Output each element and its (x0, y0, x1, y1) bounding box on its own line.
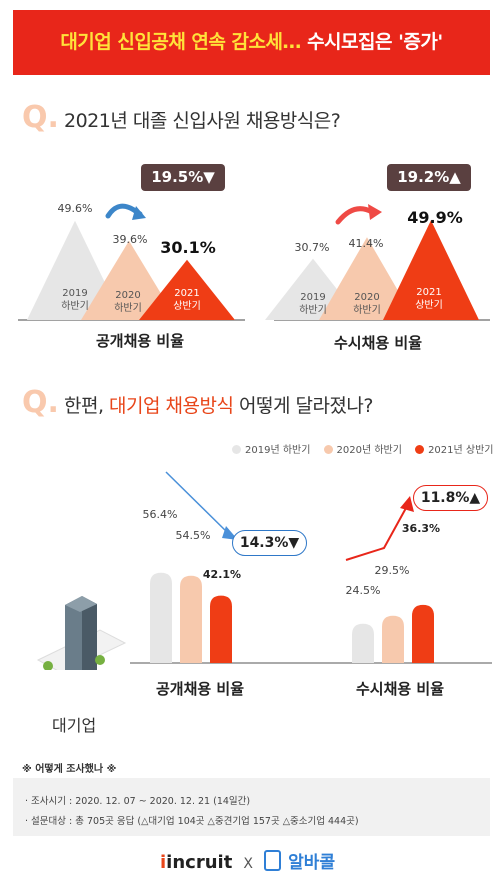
bar-1-1 (382, 615, 404, 663)
left-cat-2021: 2021 상반기 (173, 288, 201, 312)
right-change-badge: 19.2%▲ (387, 164, 471, 191)
bar-value-open-2019: 56.4% (142, 508, 178, 521)
left-value-2019: 49.6% (57, 202, 93, 215)
bar-0-0 (150, 572, 172, 663)
banner-title: 대기업 신입공채 연속 감소세… 수시모집은 '증가' (60, 31, 443, 53)
legend-dot-2021 (415, 445, 425, 454)
survey-target: · 설문대상 : 총 705곳 응답 (△대기업 104곳 △중견기업 157곳… (25, 816, 359, 827)
bar-0-1 (180, 575, 202, 663)
trend-up-line (345, 507, 407, 561)
survey-period: · 조사시기 : 2020. 12. 07 ~ 2020. 12. 21 (14… (25, 796, 251, 807)
q1-mark: Q. (22, 100, 59, 135)
right-cat-2019: 2019 하반기 (299, 292, 327, 316)
right-chart-title: 수시채용 비율 (333, 334, 423, 352)
bar-value-rolling-2020: 29.5% (374, 564, 410, 577)
footer-separator: X (243, 856, 253, 872)
building-illustration (36, 596, 127, 670)
survey-heading: ※ 어떻게 조사했나 ※ (22, 764, 117, 775)
trend-down-line (165, 471, 231, 536)
bar-value-rolling-2021: 36.3% (401, 522, 441, 535)
bar-category-rolling: 수시채용 비율 (355, 680, 445, 698)
left-cat-2019: 2019 하반기 (61, 288, 89, 312)
albacall-phone-icon (264, 850, 282, 871)
mountain-charts (18, 203, 490, 321)
title-banner: 대기업 신입공채 연속 감소세… 수시모집은 '증가' (13, 10, 490, 75)
survey-box: · 조사시기 : 2020. 12. 07 ~ 2020. 12. 21 (14… (13, 778, 490, 836)
incruit-logo: iincruit (160, 852, 233, 873)
legend-item-2020: 2020년 하반기 (323, 445, 402, 456)
bar-value-open-2021: 42.1% (202, 568, 242, 581)
bar-category-open: 공개채용 비율 (155, 680, 245, 698)
right-value-2019: 30.7% (294, 241, 330, 254)
albacall-logo: 알바콜 (288, 853, 336, 873)
bar-chart (36, 471, 492, 670)
bars (150, 572, 434, 663)
left-chart-title: 공개채용 비율 (95, 332, 185, 350)
left-mountains-triangle-1 (81, 240, 177, 320)
right-mountains-triangle-2 (383, 220, 479, 320)
bar-1-0 (352, 623, 374, 663)
callout-open-change: 14.3%▼ (232, 530, 307, 556)
up-arrow-head-icon (368, 204, 382, 220)
trend-up-arrow-icon (400, 496, 414, 512)
callout-rolling-change: 11.8%▲ (413, 485, 488, 511)
bar-value-rolling-2019: 24.5% (345, 584, 381, 597)
building-label: 대기업 (52, 716, 97, 735)
bar-1-2 (412, 604, 434, 663)
left-mountains (27, 220, 235, 320)
footer-logos: iincruit X 알바콜 (160, 848, 360, 874)
q2-text: 한편, 대기업 채용방식 어떻게 달라졌나? (64, 395, 373, 417)
right-cat-2020: 2020 하반기 (353, 292, 381, 316)
legend-item-2021: 2021년 상반기 (415, 445, 494, 456)
q1-text: 2021년 대졸 신입사원 채용방식은? (64, 110, 341, 132)
up-arrow-icon (335, 206, 375, 225)
right-mountains-triangle-1 (319, 237, 415, 320)
right-mountains (265, 220, 479, 320)
left-change-badge: 19.5%▼ (141, 164, 225, 191)
bar-0-2 (210, 595, 232, 663)
down-arrow-icon (105, 203, 143, 219)
q2-mark: Q. (22, 385, 59, 420)
right-value-2021: 49.9% (407, 208, 463, 227)
down-arrow-head-icon (132, 206, 146, 220)
legend-dot-2020 (323, 445, 333, 454)
left-value-2020: 39.6% (112, 233, 148, 246)
legend-item-2019: 2019년 하반기 (232, 445, 310, 456)
left-cat-2020: 2020 하반기 (114, 290, 142, 314)
legend-dot-2019 (232, 445, 241, 454)
left-value-2021: 30.1% (160, 238, 216, 257)
left-mountains-triangle-2 (139, 259, 235, 320)
legend: 2019년 하반기 2020년 하반기 2021년 상반기 (232, 438, 494, 457)
bar-value-open-2020: 54.5% (175, 529, 211, 542)
right-cat-2021: 2021 상반기 (415, 287, 443, 311)
right-value-2020: 41.4% (348, 237, 384, 250)
